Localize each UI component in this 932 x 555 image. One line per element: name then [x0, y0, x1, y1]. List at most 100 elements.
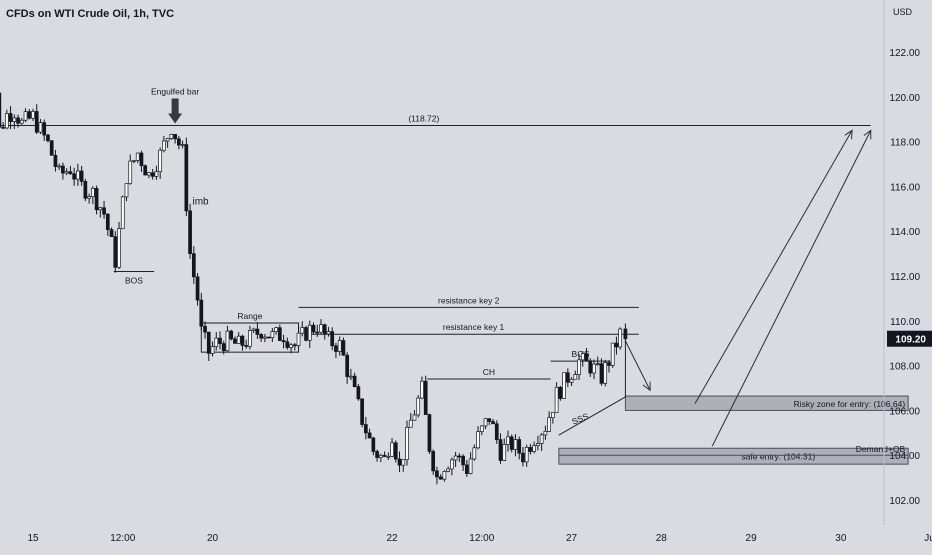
candle-body: [188, 210, 192, 254]
candle-body: [12, 117, 17, 122]
candle-body: [364, 424, 368, 434]
candle-body: [102, 207, 106, 215]
level-label: Range: [237, 311, 262, 321]
candle-body: [94, 187, 99, 211]
candle-body: [461, 455, 465, 466]
candle-body: [521, 452, 525, 463]
candle-body: [498, 439, 503, 461]
candle-body: [49, 140, 54, 156]
level-label: CH: [483, 367, 495, 377]
candle-body: [513, 439, 518, 450]
candle-body: [8, 113, 13, 122]
candle-body: [61, 165, 65, 174]
x-tick-label: 29: [746, 533, 758, 544]
candle-body: [4, 113, 9, 129]
candle-body: [87, 196, 91, 199]
candle-body: [487, 418, 492, 422]
candle-body: [191, 253, 196, 278]
candle-body: [442, 470, 447, 480]
x-tick-label: 15: [27, 533, 39, 544]
candle-body: [577, 359, 581, 375]
candle-body: [117, 228, 121, 268]
candle-body: [509, 436, 514, 450]
candle-body: [180, 144, 185, 146]
x-tick-label: 22: [386, 533, 398, 544]
zone-label: Risky zone for entry: (106.64): [794, 399, 906, 409]
candle-body: [221, 343, 226, 352]
candle-body: [397, 458, 402, 466]
candle-body: [210, 346, 215, 354]
candle-body: [367, 432, 372, 439]
candle-body: [595, 363, 600, 365]
candle-body: [554, 386, 559, 413]
candle-body: [128, 160, 133, 184]
candle-body: [248, 330, 252, 347]
candle-body: [517, 439, 522, 454]
x-tick-label: 12:00: [469, 533, 494, 544]
candle-body: [143, 165, 148, 176]
candle-body: [334, 345, 338, 352]
candle-body: [274, 327, 278, 332]
candle-body: [177, 138, 181, 146]
candle-body: [135, 152, 140, 161]
candle-body: [558, 386, 563, 399]
candle-body: [371, 437, 376, 452]
candle-body: [618, 328, 623, 348]
candle-body: [349, 375, 353, 378]
candle-body: [393, 442, 398, 460]
candle-body: [390, 442, 394, 457]
candle-body: [468, 458, 473, 474]
candle-body: [565, 372, 570, 383]
candle-body: [251, 328, 256, 331]
candle-body: [524, 447, 529, 463]
candle-body: [229, 330, 234, 340]
candle-body: [42, 122, 47, 136]
levels-layer: (118.72) resistance key 2 resistance key 1…: [0, 113, 871, 380]
candle-body: [16, 117, 20, 124]
candle-body: [124, 183, 129, 198]
candle-body: [76, 170, 80, 180]
candle-body: [375, 451, 379, 458]
candle-body: [569, 378, 574, 383]
candle-body: [580, 353, 585, 361]
candle-body: [285, 341, 290, 348]
x-tick-label: 28: [656, 533, 668, 544]
candle-body: [98, 207, 103, 211]
candle-body: [206, 331, 211, 354]
candle-body: [244, 345, 249, 347]
level-label: BOS: [572, 349, 590, 359]
candle-body: [326, 331, 331, 335]
current-price-tag: [887, 330, 932, 347]
y-tick-label: 116.00: [890, 182, 920, 193]
candle-body: [446, 468, 450, 472]
x-tick-label: 30: [835, 533, 847, 544]
candle-body: [416, 397, 421, 416]
candle-body: [588, 360, 593, 374]
candle-body: [610, 342, 615, 366]
candle-body: [543, 430, 548, 436]
candle-body: [214, 337, 219, 347]
candle-body: [277, 327, 282, 341]
y-axis: 102.00 104.00 106.00 108.00 110.00 112.00 114.…: [887, 48, 932, 507]
candle-body: [420, 380, 424, 399]
candle-body: [236, 335, 241, 344]
candle-body: [494, 423, 499, 440]
y-tick-label: 104.00: [889, 451, 920, 462]
candle-body: [491, 421, 495, 425]
candle-body: [240, 335, 245, 346]
projection-arrow: [711, 130, 871, 447]
candle-body: [322, 324, 327, 335]
candle-body: [405, 426, 409, 461]
sss-trendline: [558, 396, 626, 436]
projection-arrow: [624, 340, 650, 390]
level-label: BOS: [125, 276, 143, 286]
candle-body: [603, 362, 608, 384]
candle-body: [438, 476, 443, 480]
currency-label: USD: [893, 7, 913, 17]
candle-body: [83, 181, 88, 199]
candle-body: [113, 236, 118, 268]
candles-layer: [0, 92, 628, 485]
